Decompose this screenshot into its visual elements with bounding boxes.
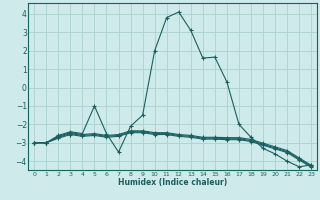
X-axis label: Humidex (Indice chaleur): Humidex (Indice chaleur) [118,178,227,187]
